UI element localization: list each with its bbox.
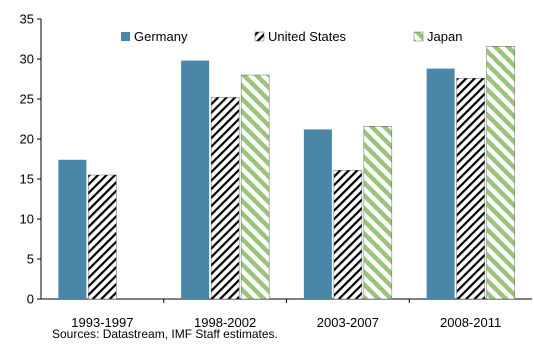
bar-japan: [363, 125, 393, 300]
y-tick-label: 30: [20, 52, 34, 67]
x-tick-label: 2003-2007: [317, 315, 379, 330]
x-tick-labels: 1993-1997 1998-2002 2003-2007 2008-2011: [71, 315, 501, 330]
y-tick-label: 15: [20, 172, 34, 187]
bar-united-states: [456, 77, 485, 300]
y-tick-label: 25: [20, 92, 34, 107]
bar-germany: [426, 68, 455, 299]
bar-germany: [181, 60, 210, 299]
source-note: Sources: Datastream, IMF Staff estimates…: [52, 327, 278, 341]
x-tick-label: 1998-2002: [194, 315, 256, 330]
legend-label: United States: [268, 29, 347, 44]
x-tick-label: 1993-1997: [71, 315, 133, 330]
legend-swatch: [413, 31, 424, 42]
bar-united-states: [210, 97, 240, 300]
legend: Germany United States Japan: [121, 29, 462, 44]
x-tick-label: 2008-2011: [440, 315, 501, 330]
bar-japan: [486, 46, 515, 300]
y-tick-label: 20: [20, 132, 34, 147]
bar-united-states: [333, 169, 363, 300]
legend-swatch: [254, 31, 265, 42]
y-tick-label: 35: [20, 12, 34, 27]
bars: [58, 46, 515, 300]
axes: 0 5 10 15 20 25 30 35: [20, 12, 532, 307]
y-tick-label: 0: [27, 292, 34, 307]
bar-united-states: [88, 174, 117, 300]
legend-label: Germany: [134, 29, 188, 44]
y-tick-label: 5: [27, 252, 34, 267]
legend-label: Japan: [427, 29, 462, 44]
bar-germany: [303, 129, 332, 299]
bar-germany: [58, 159, 87, 299]
y-tick-label: 10: [20, 212, 34, 227]
legend-swatch: [121, 32, 130, 41]
bar-japan: [240, 74, 270, 300]
